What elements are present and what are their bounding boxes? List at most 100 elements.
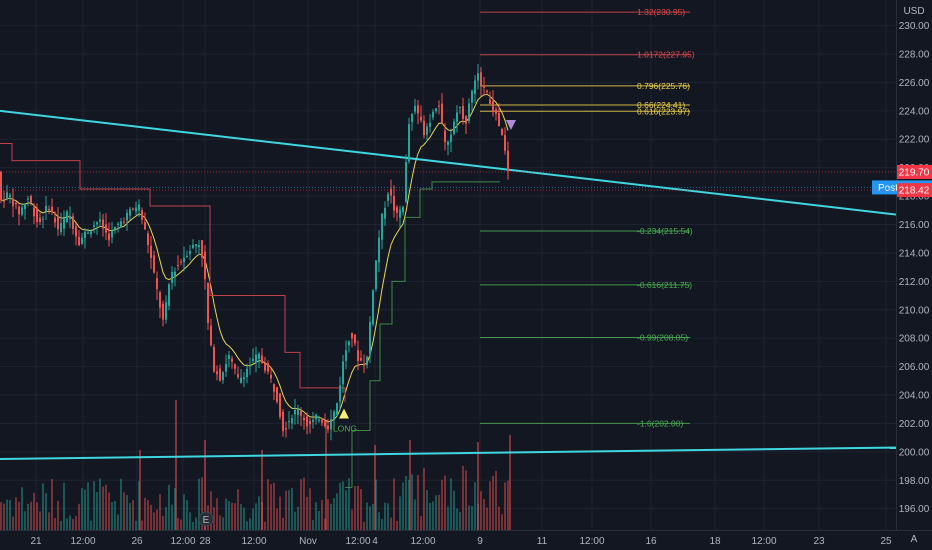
candle-body <box>27 198 29 200</box>
volume-bar <box>374 445 376 530</box>
volume-bar <box>57 500 59 530</box>
candle-body <box>33 207 35 217</box>
volume-bar <box>306 496 308 530</box>
candle-body <box>87 232 89 234</box>
candle-body <box>78 236 80 246</box>
volume-bar <box>360 489 362 530</box>
y-tick-label: 196.00 <box>899 504 930 515</box>
candle-body <box>417 105 419 114</box>
auto-scale-button[interactable]: A <box>911 534 918 545</box>
volume-bar <box>180 519 182 530</box>
volume-bar <box>366 502 368 530</box>
candle-body <box>222 372 224 381</box>
events-icon[interactable]: E <box>198 511 214 527</box>
volume-bar <box>120 478 122 530</box>
candle-body <box>102 219 104 229</box>
candle-body <box>501 128 503 136</box>
candle-body <box>252 358 254 361</box>
volume-bar <box>117 514 119 530</box>
candle-body <box>24 204 26 209</box>
volume-bar <box>21 487 23 530</box>
candle-body <box>84 232 86 238</box>
trailing-stop-red <box>0 143 346 403</box>
candle-body <box>66 211 68 223</box>
candle-body <box>312 419 314 422</box>
volume-bar <box>492 475 494 530</box>
candle-body <box>258 353 260 360</box>
volume-bar <box>45 493 47 530</box>
candle-body <box>261 355 263 364</box>
volume-bar <box>240 504 242 530</box>
candle-body <box>177 265 179 267</box>
volume-bar <box>495 470 497 530</box>
candle-body <box>246 368 248 378</box>
long-signal-label: LONG <box>333 423 357 433</box>
volume-bar <box>63 482 65 530</box>
volume-bar <box>192 521 194 530</box>
candle-body <box>270 374 272 379</box>
volume-bar <box>162 516 164 530</box>
trendline-upper <box>0 109 897 216</box>
grid <box>0 0 896 530</box>
volume-bar <box>417 475 419 530</box>
volume-bar <box>333 498 335 530</box>
volume-bar <box>270 484 272 530</box>
volume-bar <box>396 520 398 530</box>
candle-body <box>189 250 191 254</box>
candle-body <box>3 200 5 202</box>
x-tick-label: 26 <box>131 536 143 547</box>
volume-bar <box>426 490 428 530</box>
volume-bar <box>129 503 131 530</box>
volume-bar <box>108 492 110 530</box>
candle-body <box>72 216 74 229</box>
candle-body <box>321 419 323 423</box>
volume-bar <box>462 465 464 530</box>
candle-body <box>57 217 59 230</box>
candle-body <box>372 290 374 325</box>
volume-bar <box>471 506 473 530</box>
volume-bar <box>405 475 407 530</box>
candle-body <box>354 335 356 344</box>
long-signal-icon <box>339 408 349 419</box>
x-tick-label: Nov <box>299 536 317 547</box>
volume-bar <box>204 440 206 530</box>
price-tag-box <box>897 183 932 198</box>
candle-body <box>492 101 494 113</box>
candle-body <box>216 371 218 375</box>
candle-body <box>0 172 2 201</box>
time-axis[interactable]: 21 12:00 26 12:00 28 12:00 Nov 12:00 4 12:00 9 11 12… <box>30 536 892 547</box>
volume-bar <box>465 470 467 530</box>
candle-body <box>147 233 149 246</box>
candle-body <box>129 209 131 216</box>
candle-body <box>444 130 446 143</box>
volume-bar <box>72 519 74 530</box>
short-signal-icon <box>506 120 516 131</box>
candle-body <box>42 218 44 220</box>
candle-body <box>168 284 170 306</box>
candle-body <box>195 244 197 247</box>
volume-bar <box>135 520 137 530</box>
volume-bar <box>483 499 485 530</box>
candle-body <box>483 85 485 88</box>
y-tick-label: 216.00 <box>899 220 930 231</box>
volume-bar <box>153 512 155 530</box>
volume-bar <box>216 498 218 530</box>
volume-bar <box>42 483 44 530</box>
volume-bar <box>219 515 221 530</box>
y-tick-label: 200.00 <box>899 447 930 458</box>
volume-bar <box>96 492 98 530</box>
candle-body <box>396 207 398 213</box>
candle-body <box>237 374 239 378</box>
x-tick-label: 12:00 <box>170 536 195 547</box>
volume-bar <box>213 507 215 530</box>
volume-bar <box>420 516 422 530</box>
volume-bar <box>3 503 5 530</box>
volume-bar <box>509 435 511 530</box>
volume-bar <box>177 518 179 530</box>
candle-body <box>429 122 431 127</box>
y-tick-label: 206.00 <box>899 362 930 373</box>
price-tag-box <box>897 164 932 179</box>
